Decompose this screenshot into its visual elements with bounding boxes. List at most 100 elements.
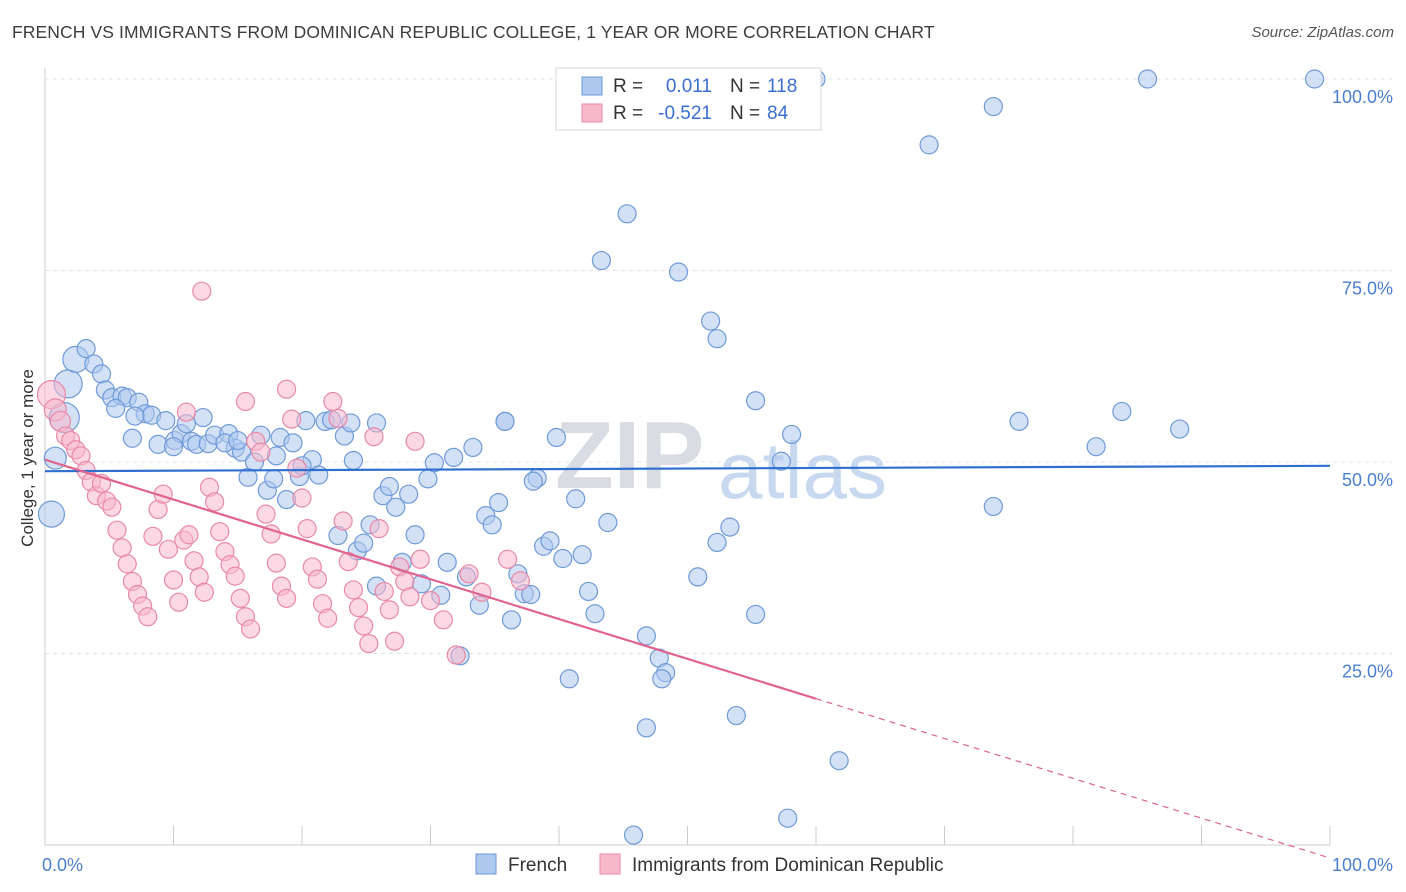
french-point [668, 262, 689, 282]
legend-n-label-dominican: N = [730, 103, 760, 124]
french-point [983, 496, 1003, 517]
french-point [1170, 419, 1190, 439]
french-point [1304, 69, 1325, 89]
french-point [106, 398, 126, 418]
watermark-atlas: atlas [718, 426, 887, 515]
french-point [125, 406, 145, 426]
dominican-point [266, 553, 286, 573]
dominican-point [194, 582, 214, 602]
dominican-point [210, 522, 230, 542]
french-point [652, 669, 672, 689]
french-point [623, 825, 644, 845]
dominican-point [359, 633, 379, 654]
french-point [720, 517, 740, 537]
grid-lines [45, 78, 1392, 654]
french-point [418, 469, 438, 489]
french-point [399, 484, 419, 504]
dominican-point [292, 488, 312, 508]
dominican-point [158, 539, 178, 559]
y-axis-label: College, 1 year or more [18, 369, 37, 547]
french-point [501, 610, 522, 630]
french-point [707, 329, 727, 349]
dominican-point [169, 592, 189, 612]
y-tick-label: 50.0% [1342, 470, 1393, 490]
dominican-point [276, 588, 297, 608]
french-point [343, 450, 363, 471]
french-point [598, 512, 618, 533]
dominican-point [176, 402, 196, 422]
french-point [746, 604, 766, 625]
french-point [746, 391, 766, 411]
dominican-point [369, 519, 389, 539]
dominican-point [282, 409, 302, 429]
dominican-point [374, 581, 394, 602]
french-point [482, 515, 502, 535]
french-point [156, 411, 176, 431]
dominican-trend-line-extrapolated [815, 698, 1331, 859]
dominican-point [384, 631, 405, 651]
dominican-point [459, 564, 479, 584]
legend-r-label-dominican: R = [613, 103, 643, 124]
dominican-point [379, 600, 399, 620]
french-point [572, 545, 592, 565]
dominican-point [307, 569, 328, 589]
dominican-point [205, 492, 225, 512]
french-point [521, 584, 541, 605]
dominican-point [184, 551, 204, 571]
french-point [919, 135, 939, 155]
bottom-legend-swatch-french [475, 853, 497, 875]
dominican-point [405, 431, 425, 451]
french-point [193, 407, 213, 428]
french-point [701, 311, 721, 331]
legend-n-label-french: N = [730, 76, 760, 97]
french-point [228, 430, 248, 451]
y-tick-label: 100.0% [1332, 87, 1393, 107]
y-tick-label: 25.0% [1342, 662, 1393, 682]
legend-r-label-french: R = [613, 76, 643, 97]
series-french-points [37, 69, 1325, 845]
dominican-point [276, 379, 297, 399]
dominican-point [225, 566, 245, 586]
french-point [771, 451, 791, 471]
series-legend: French Immigrants from Dominican Republi… [475, 853, 944, 876]
dominican-point [498, 549, 518, 569]
dominican-point [420, 591, 441, 611]
bottom-legend-french: French [508, 855, 567, 876]
french-point [163, 437, 184, 457]
dominican-point [348, 597, 369, 618]
chart-title: FRENCH VS IMMIGRANTS FROM DOMINICAN REPU… [12, 22, 935, 42]
french-point [354, 533, 374, 553]
dominican-point [163, 570, 184, 590]
french-point [1009, 411, 1029, 432]
french-point [707, 532, 727, 553]
french-point [540, 531, 560, 551]
french-point [122, 428, 142, 448]
legend-n-value-french: 118 [767, 76, 797, 97]
dominican-point [400, 587, 420, 607]
dominican-trend-line [44, 458, 817, 700]
french-point [264, 469, 284, 489]
french-point [688, 567, 708, 587]
y-tick-labels: 25.0% 50.0% 75.0% 100.0% [1332, 87, 1393, 682]
chart-source: Source: ZipAtlas.com [1251, 24, 1394, 41]
x-tick-labels: 0.0% 100.0% [42, 855, 1393, 875]
dominican-point [241, 619, 261, 639]
dominican-point [318, 608, 338, 628]
french-point [379, 476, 399, 497]
french-point [781, 424, 802, 445]
french-point [37, 500, 66, 528]
french-point [283, 433, 303, 453]
series-dominican-points [36, 281, 531, 665]
dominican-point [446, 645, 466, 665]
dominican-point [251, 442, 271, 462]
french-point [386, 497, 406, 517]
french-point [778, 808, 798, 828]
french-point [405, 525, 425, 545]
dominican-point [112, 538, 132, 558]
legend-swatch-dominican [581, 103, 603, 123]
dominican-point [256, 504, 276, 524]
french-point [636, 718, 656, 738]
french-point [726, 705, 746, 726]
dominican-point [343, 580, 363, 600]
dominican-point [235, 391, 256, 412]
